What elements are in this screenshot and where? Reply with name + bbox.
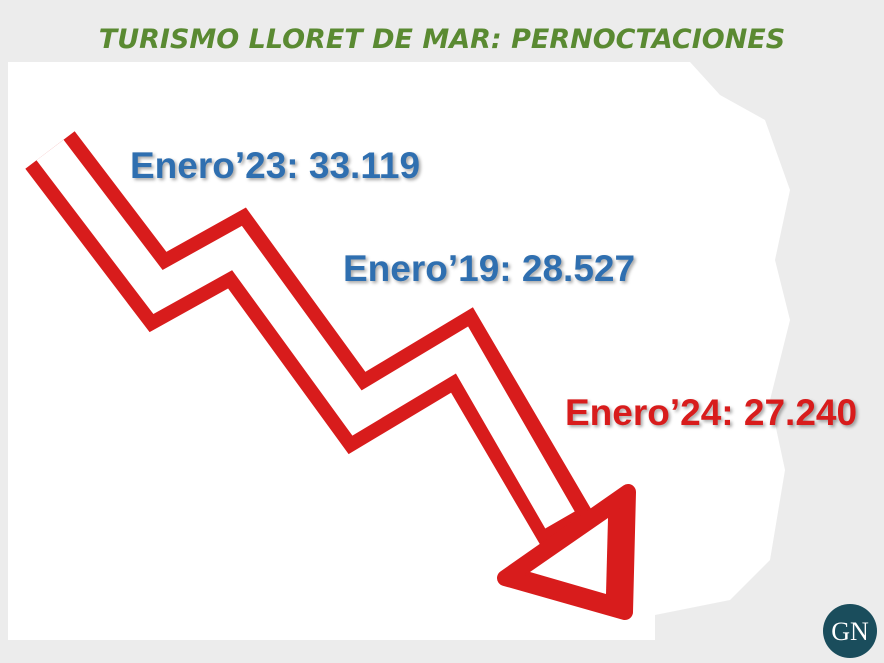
white-area [8,62,790,640]
logo: GN [823,604,877,658]
down-arrow [25,131,636,620]
arrow-head-inner [530,518,608,594]
logo-circle [823,604,877,658]
logo-text: GN [831,617,869,646]
label-enero-23: Enero’23: 33.119 [130,145,420,186]
title: TURISMO LLORET DE MAR: PERNOCTACIONES [99,24,785,55]
label-enero-24: Enero’24: 27.240 [565,392,857,433]
arrow-shaft-inner [36,139,575,529]
label-enero-19: Enero’19: 28.527 [343,248,635,289]
